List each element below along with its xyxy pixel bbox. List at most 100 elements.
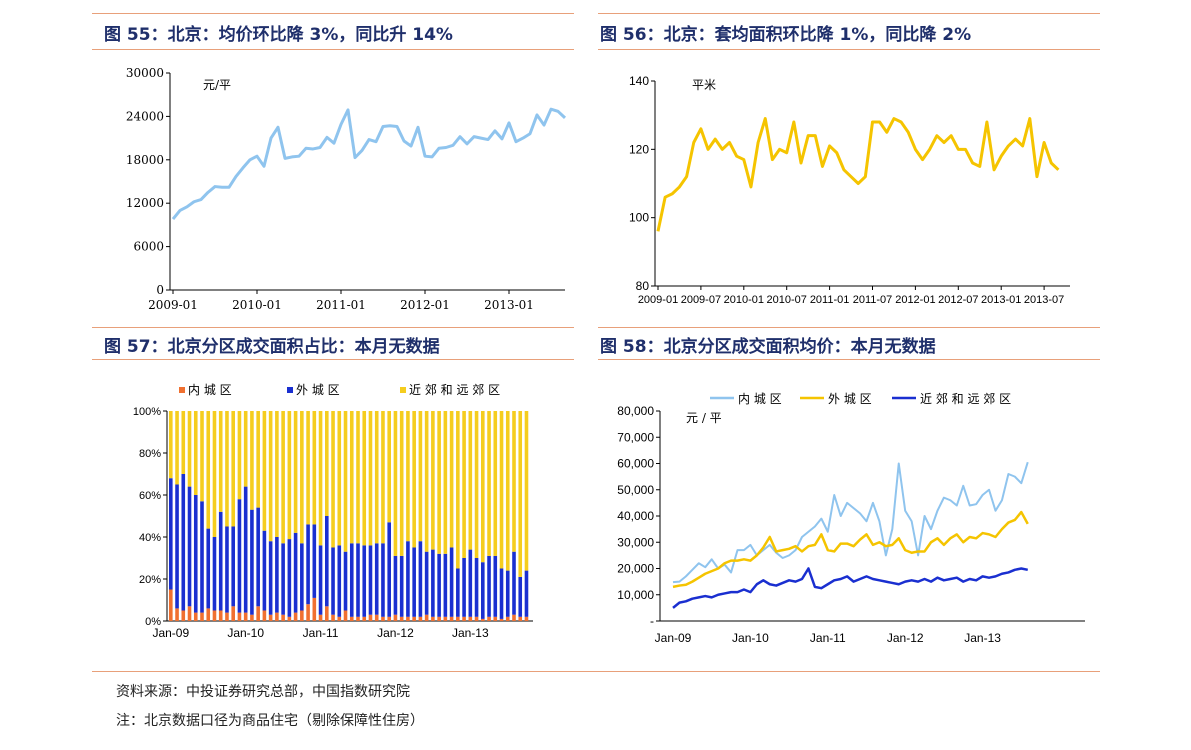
- bar-segment-outer: [306, 524, 310, 605]
- bar-segment-outer: [237, 499, 242, 613]
- mid-rule-right: [598, 327, 1100, 328]
- bar-segment-inner: [518, 616, 523, 621]
- bar-segment-suburb: [474, 411, 479, 558]
- bar-segment-inner: [325, 606, 329, 621]
- bar-segment-suburb: [481, 411, 485, 563]
- bar-segment-outer: [200, 501, 204, 613]
- bar-segment-inner: [362, 616, 367, 621]
- bar-segment-suburb: [356, 411, 360, 544]
- bar-segment-inner: [393, 614, 398, 621]
- bar-segment-outer: [193, 495, 198, 613]
- bar-segment-suburb: [206, 411, 211, 529]
- series-line-inner: [672, 461, 1029, 584]
- bar-segment-outer: [524, 570, 529, 617]
- bar-segment-suburb: [262, 411, 267, 531]
- y-tick-label: 80%: [139, 448, 161, 460]
- bar-segment-suburb: [187, 411, 192, 487]
- bar-segment-suburb: [231, 411, 235, 527]
- bar-segment-inner: [431, 616, 435, 621]
- bar-segment-outer: [300, 543, 304, 611]
- bar-segment-inner: [481, 618, 485, 621]
- bar-segment-inner: [181, 610, 186, 621]
- bar-segment-suburb: [499, 411, 504, 569]
- bar-segment-inner: [231, 606, 235, 621]
- bar-segment-suburb: [443, 411, 448, 554]
- bar-segment-inner: [399, 616, 404, 621]
- y-tick-label: 12000: [126, 196, 164, 210]
- y-tick-label: 18000: [126, 153, 164, 167]
- bar-segment-suburb: [175, 411, 179, 485]
- bar-segment-outer: [175, 484, 179, 609]
- legend-swatch: [400, 387, 406, 393]
- bar-segment-outer: [318, 545, 323, 615]
- panel-title-58: 图 58：北京分区成交面积均价：本月无数据: [600, 337, 936, 357]
- y-tick-label: 100%: [133, 406, 161, 418]
- x-tick-label: Jan-10: [732, 631, 769, 645]
- x-tick-label: 2009-01: [148, 298, 198, 312]
- legend-label: 外 城 区: [296, 383, 340, 397]
- bar-segment-suburb: [362, 411, 367, 546]
- bar-segment-inner: [200, 612, 204, 621]
- bar-segment-suburb: [331, 411, 335, 548]
- bar-segment-suburb: [300, 411, 304, 544]
- footnote: 注：北京数据口径为商品住宅（剔除保障性住房）: [116, 713, 424, 729]
- title-rule-right-1: [598, 49, 1100, 50]
- bar-segment-inner: [312, 597, 317, 621]
- bar-segment-suburb: [412, 411, 416, 548]
- top-rule-left: [92, 13, 574, 14]
- y-tick-label: 60%: [139, 490, 161, 502]
- y-tick-label: 100: [629, 211, 649, 225]
- bar-segment-suburb: [218, 411, 223, 512]
- x-tick-label: Jan-11: [810, 631, 846, 645]
- bar-segment-suburb: [237, 411, 242, 500]
- panel-title-57: 图 57：北京分区成交面积占比：本月无数据: [104, 337, 440, 357]
- mid-rule-left: [92, 327, 574, 328]
- bar-segment-inner: [343, 610, 348, 621]
- bar-segment-inner: [418, 616, 423, 621]
- y-unit-label: 平米: [692, 78, 716, 92]
- bar-segment-inner: [474, 616, 479, 621]
- x-tick-label: Jan-12: [377, 626, 414, 640]
- bar-segment-inner: [449, 616, 454, 621]
- bar-segment-inner: [293, 612, 298, 621]
- bar-segment-inner: [281, 614, 285, 621]
- bar-segment-outer: [406, 541, 410, 617]
- bar-segment-suburb: [193, 411, 198, 495]
- y-unit-label: 元/平: [203, 78, 231, 92]
- bar-segment-outer: [443, 553, 448, 617]
- bar-segment-inner: [406, 616, 410, 621]
- bar-segment-inner: [443, 616, 448, 621]
- bar-segment-inner: [505, 616, 510, 621]
- bar-segment-suburb: [437, 411, 441, 554]
- bar-segment-outer: [499, 568, 504, 619]
- bar-segment-inner: [193, 612, 198, 621]
- bar-segment-inner: [381, 616, 385, 621]
- bar-segment-outer: [424, 551, 429, 615]
- bar-segment-outer: [387, 522, 391, 617]
- x-tick-label: Jan-09: [152, 626, 189, 640]
- y-tick-label: 80: [636, 279, 650, 293]
- bar-segment-suburb: [381, 411, 385, 544]
- legend-label: 外 城 区: [828, 392, 872, 406]
- bar-segment-suburb: [493, 411, 498, 556]
- bar-segment-outer: [343, 551, 348, 611]
- bar-segment-outer: [169, 478, 173, 590]
- x-tick-label: Jan-09: [655, 631, 692, 645]
- bar-segment-suburb: [325, 411, 329, 516]
- bar-segment-outer: [225, 526, 229, 613]
- chart-district-avg-price: - 10,000 20,000 30,000 40,000 50,000 60,000 70,…: [617, 392, 1085, 645]
- x-tick-label: 2011-07: [853, 294, 893, 306]
- bar-segment-outer: [212, 537, 217, 611]
- bar-segment-inner: [306, 604, 310, 621]
- bar-segment-suburb: [424, 411, 429, 552]
- bar-segment-inner: [212, 610, 217, 621]
- x-tick-label: 2013-07: [1024, 294, 1064, 306]
- bar-segment-inner: [374, 614, 379, 621]
- bar-segment-suburb: [225, 411, 229, 527]
- x-tick-label: 2013-01: [981, 294, 1021, 306]
- bar-segment-outer: [187, 486, 192, 607]
- bar-segment-inner: [262, 610, 267, 621]
- bar-segment-inner: [412, 616, 416, 621]
- bar-segment-inner: [456, 616, 460, 621]
- y-tick-label: 70,000: [617, 430, 654, 444]
